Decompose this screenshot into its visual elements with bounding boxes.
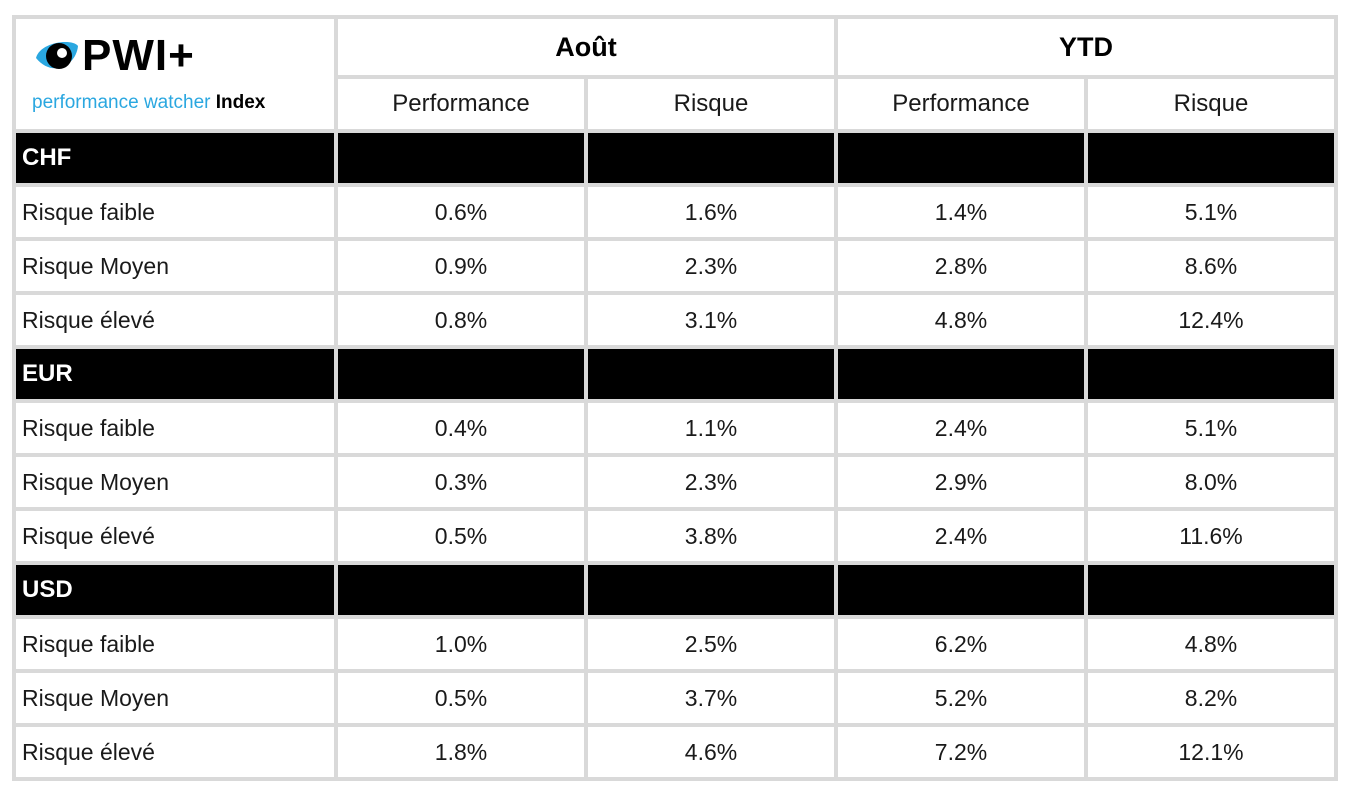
section-band-cell — [838, 349, 1084, 399]
logo-subtitle-part2: Index — [210, 92, 266, 113]
section-band-cell — [588, 349, 834, 399]
value-cell: 2.4% — [838, 403, 1084, 453]
value-cell: 12.4% — [1088, 295, 1334, 345]
value-cell: 6.2% — [838, 619, 1084, 669]
value-cell: 1.1% — [588, 403, 834, 453]
value-cell: 0.3% — [338, 457, 584, 507]
row-label: Risque Moyen — [16, 457, 334, 507]
value-cell: 7.2% — [838, 727, 1084, 777]
value-cell: 0.8% — [338, 295, 584, 345]
logo-title: PWI+ — [82, 31, 195, 80]
table-row: Risque faible 1.0% 2.5% 6.2% 4.8% — [16, 619, 1334, 669]
group-header-aout: Août — [338, 19, 834, 75]
value-cell: 8.6% — [1088, 241, 1334, 291]
table-row: Risque Moyen 0.3% 2.3% 2.9% 8.0% — [16, 457, 1334, 507]
section-row-chf: CHF — [16, 133, 1334, 183]
section-row-eur: EUR — [16, 349, 1334, 399]
subheader-row: Performance Risque Performance Risque — [16, 79, 1334, 129]
row-label: Risque Moyen — [16, 673, 334, 723]
table-row: Risque faible 0.4% 1.1% 2.4% 5.1% — [16, 403, 1334, 453]
row-label: Risque Moyen — [16, 241, 334, 291]
table-row: Risque élevé 0.5% 3.8% 2.4% 11.6% — [16, 511, 1334, 561]
section-band-cell — [1088, 349, 1334, 399]
value-cell: 1.8% — [338, 727, 584, 777]
table-row: Risque élevé 1.8% 4.6% 7.2% 12.1% — [16, 727, 1334, 777]
section-band-cell — [1088, 133, 1334, 183]
value-cell: 8.2% — [1088, 673, 1334, 723]
row-label: Risque faible — [16, 187, 334, 237]
value-cell: 4.8% — [838, 295, 1084, 345]
section-band-cell — [838, 565, 1084, 615]
pwi-logo: PWI+ performance watcher Index — [24, 22, 324, 126]
row-label: Risque élevé — [16, 295, 334, 345]
section-label: EUR — [16, 349, 334, 399]
group-header-ytd: YTD — [838, 19, 1334, 75]
subheader-performance: Performance — [338, 79, 584, 129]
table-row: Risque Moyen 0.9% 2.3% 2.8% 8.6% — [16, 241, 1334, 291]
value-cell: 3.8% — [588, 511, 834, 561]
subheader-performance: Performance — [838, 79, 1084, 129]
value-cell: 3.7% — [588, 673, 834, 723]
value-cell: 0.5% — [338, 673, 584, 723]
performance-table: PWI+ performance watcher Index Août YTD … — [12, 15, 1338, 781]
header-group-row: PWI+ performance watcher Index Août YTD — [16, 19, 1334, 129]
value-cell: 11.6% — [1088, 511, 1334, 561]
row-label: Risque faible — [16, 619, 334, 669]
value-cell: 4.6% — [588, 727, 834, 777]
table-row: Risque élevé 0.8% 3.1% 4.8% 12.4% — [16, 295, 1334, 345]
section-band-cell — [1088, 565, 1334, 615]
eye-logo-icon — [36, 42, 78, 69]
value-cell: 1.4% — [838, 187, 1084, 237]
subheader-risque: Risque — [1088, 79, 1334, 129]
table-row: Risque faible 0.6% 1.6% 1.4% 5.1% — [16, 187, 1334, 237]
value-cell: 5.1% — [1088, 187, 1334, 237]
value-cell: 0.6% — [338, 187, 584, 237]
value-cell: 1.6% — [588, 187, 834, 237]
value-cell: 5.1% — [1088, 403, 1334, 453]
value-cell: 8.0% — [1088, 457, 1334, 507]
value-cell: 2.8% — [838, 241, 1084, 291]
row-label: Risque élevé — [16, 727, 334, 777]
logo-subtitle: performance watcher Index — [32, 92, 265, 114]
value-cell: 3.1% — [588, 295, 834, 345]
subheader-risque: Risque — [588, 79, 834, 129]
section-band-cell — [838, 133, 1084, 183]
value-cell: 0.9% — [338, 241, 584, 291]
value-cell: 12.1% — [1088, 727, 1334, 777]
table-row: Risque Moyen 0.5% 3.7% 5.2% 8.2% — [16, 673, 1334, 723]
value-cell: 0.4% — [338, 403, 584, 453]
section-row-usd: USD — [16, 565, 1334, 615]
logo-cell: PWI+ performance watcher Index — [16, 19, 334, 129]
value-cell: 2.9% — [838, 457, 1084, 507]
section-band-cell — [338, 349, 584, 399]
value-cell: 4.8% — [1088, 619, 1334, 669]
section-band-cell — [338, 565, 584, 615]
value-cell: 2.3% — [588, 457, 834, 507]
value-cell: 0.5% — [338, 511, 584, 561]
section-label: USD — [16, 565, 334, 615]
value-cell: 5.2% — [838, 673, 1084, 723]
logo-subtitle-part1: performance watcher — [32, 92, 211, 113]
section-band-cell — [588, 565, 834, 615]
value-cell: 2.5% — [588, 619, 834, 669]
value-cell: 2.3% — [588, 241, 834, 291]
section-band-cell — [338, 133, 584, 183]
section-band-cell — [588, 133, 834, 183]
row-label: Risque faible — [16, 403, 334, 453]
section-label: CHF — [16, 133, 334, 183]
row-label: Risque élevé — [16, 511, 334, 561]
value-cell: 1.0% — [338, 619, 584, 669]
value-cell: 2.4% — [838, 511, 1084, 561]
